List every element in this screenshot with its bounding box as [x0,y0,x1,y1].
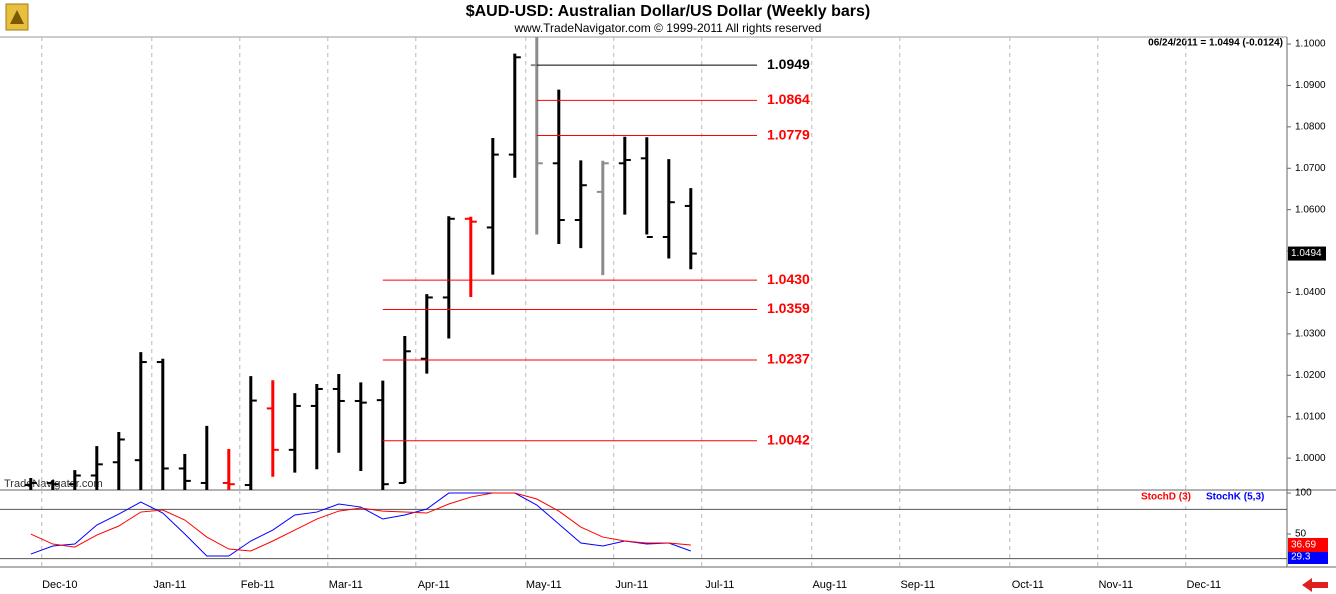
ohlc-bar [640,137,653,238]
y-tick-label: 50 [1295,529,1307,540]
ohlc-bar [332,374,345,453]
logo-icon [5,3,29,31]
y-tick-label: 1.0600 [1295,204,1326,215]
ohlc-bar [68,470,81,490]
x-tick-label: Sep-11 [900,579,935,591]
level-label: 1.0864 [767,91,810,107]
ohlc-bar [596,160,609,276]
ohlc-bar [156,358,169,490]
ohlc-bar [618,136,631,215]
x-tick-label: Oct-11 [1012,579,1044,591]
y-tick-label: 1.1000 [1295,39,1326,50]
stoch-line [30,492,691,557]
scroll-arrow[interactable] [1302,578,1328,592]
legend-entry: StochD (3) [1141,492,1191,503]
x-tick-label: Dec-10 [42,579,77,591]
value-tag-label: 29.3 [1291,552,1311,563]
ohlc-bar [310,383,323,470]
stoch-line [30,492,691,552]
x-tick-label: Jan-11 [153,579,186,591]
ohlc-bar [112,432,125,490]
value-tag [1288,537,1328,552]
ohlc-bar [200,425,209,490]
x-tick-label: Aug-11 [812,579,847,591]
x-tick-label: Apr-11 [418,579,450,591]
y-tick-label: 1.0700 [1295,163,1326,174]
ohlc-bar [486,138,499,275]
level-label: 1.0237 [767,351,810,367]
ohlc-bar [464,216,477,298]
y-tick-label: 100 [1295,488,1312,499]
ohlc-bar [376,380,389,490]
level-label: 1.0042 [767,431,810,447]
y-tick-label: 1.0800 [1295,121,1326,132]
level-label: 1.0779 [767,126,810,142]
stoch-panel [0,490,1287,567]
y-tick-label: 1.0300 [1295,329,1326,340]
ohlc-bar [178,453,191,490]
y-tick-label: 1.0100 [1295,411,1326,422]
x-tick-label: Feb-11 [241,579,275,591]
legend-entry: StochK (5,3) [1206,492,1264,503]
ohlc-bar [266,380,279,477]
ohlc-bar [354,382,367,471]
level-label: 1.0430 [767,271,810,287]
x-tick-label: Mar-11 [329,579,363,591]
y-tick-label: 1.0900 [1295,80,1326,91]
chart-subtitle: www.TradeNavigator.com © 1999-2011 All r… [514,21,822,35]
ohlc-bar [244,376,257,490]
ohlc-bar [90,446,103,490]
level-label: 1.0949 [767,56,810,72]
x-tick-label: Dec-11 [1186,579,1221,591]
chart-title: $AUD-USD: Australian Dollar/US Dollar (W… [466,3,871,20]
last-price-label: 1.0494 [1291,248,1322,259]
ohlc-bar [288,393,301,473]
ohlc-bar [662,159,675,259]
axes: Dec-10 Jan-11 Feb-11 Mar-11 Apr-11 May-11 Jun-… [42,39,1328,591]
value-tag [1288,550,1328,565]
x-tick-label: Jul-11 [705,579,734,591]
value-tag-label: 36.69 [1291,540,1316,551]
info-text: 06/24/2011 = 1.0494 (-0.0124) [1148,38,1283,49]
ohlc-bar [574,160,587,249]
y-tick-label: 1.0000 [1295,453,1326,464]
ohlc-bar [222,449,235,490]
ohlc-bar [24,477,37,490]
ohlc-bar [134,352,147,490]
ohlc-bar [46,480,59,490]
y-tick-label: 1.0400 [1295,287,1326,298]
x-tick-label: May-11 [526,579,562,591]
ohlc-bar [508,53,521,178]
level-label: 1.0359 [767,300,810,316]
y-tick-label: 1.0200 [1295,370,1326,381]
x-tick-label: Nov-11 [1098,579,1133,591]
ohlc-bar [442,216,455,339]
ohlc-bar [552,89,565,245]
price-panel [24,37,1187,490]
x-tick-label: Jun-11 [615,579,648,591]
ohlc-bar [684,188,697,270]
last-price-tag [1288,246,1326,261]
